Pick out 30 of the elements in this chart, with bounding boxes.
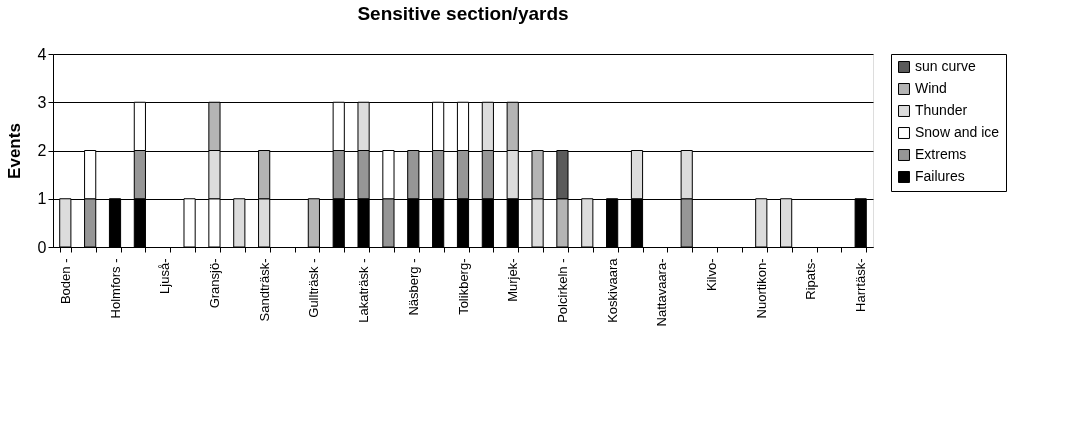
x-tick-label: Nattavaara- xyxy=(654,258,670,327)
x-tick-label: Nuortikon- xyxy=(753,258,769,319)
legend-label: Extrems xyxy=(915,146,967,162)
legend-label: Thunder xyxy=(915,102,968,118)
y-tick-label: 1 xyxy=(37,190,47,208)
x-tick-label: Holmfors - xyxy=(107,258,123,319)
x-tick-label: Lakaträsk - xyxy=(356,258,372,323)
x-tick-label: Ripats- xyxy=(803,258,819,300)
x-tick-label: Boden - xyxy=(57,258,73,305)
legend-label: Wind xyxy=(915,80,947,96)
x-tick-label: Sandträsk- xyxy=(256,258,272,322)
x-tick-label: Murjek- xyxy=(505,258,521,302)
legend-label: sun curve xyxy=(915,58,976,74)
x-tick-label: Tolikberg- xyxy=(455,258,471,315)
x-tick-label: Koskivaara xyxy=(604,257,620,323)
y-tick-label: 0 xyxy=(37,238,47,256)
x-tick-label: Polcirkeln - xyxy=(554,258,570,323)
x-tick-label: Ljuså- xyxy=(157,258,173,294)
x-tick-label: Kilvo- xyxy=(704,258,720,292)
chart-title: Sensitive section/yards xyxy=(357,3,569,24)
x-tick-label: Harrtäsk- xyxy=(853,258,869,312)
x-tick-label: Gransjö- xyxy=(206,258,222,309)
legend-label: Failures xyxy=(915,168,965,184)
y-tick-label: 2 xyxy=(37,142,47,159)
y-tick-label: 3 xyxy=(37,93,47,111)
legend-label: Snow and ice xyxy=(915,124,1000,140)
x-tick-label: Näsberg - xyxy=(405,258,421,316)
y-axis-title: Events xyxy=(4,123,24,179)
y-tick-label: 4 xyxy=(37,45,47,63)
x-tick-label: Gullträsk - xyxy=(306,258,322,318)
